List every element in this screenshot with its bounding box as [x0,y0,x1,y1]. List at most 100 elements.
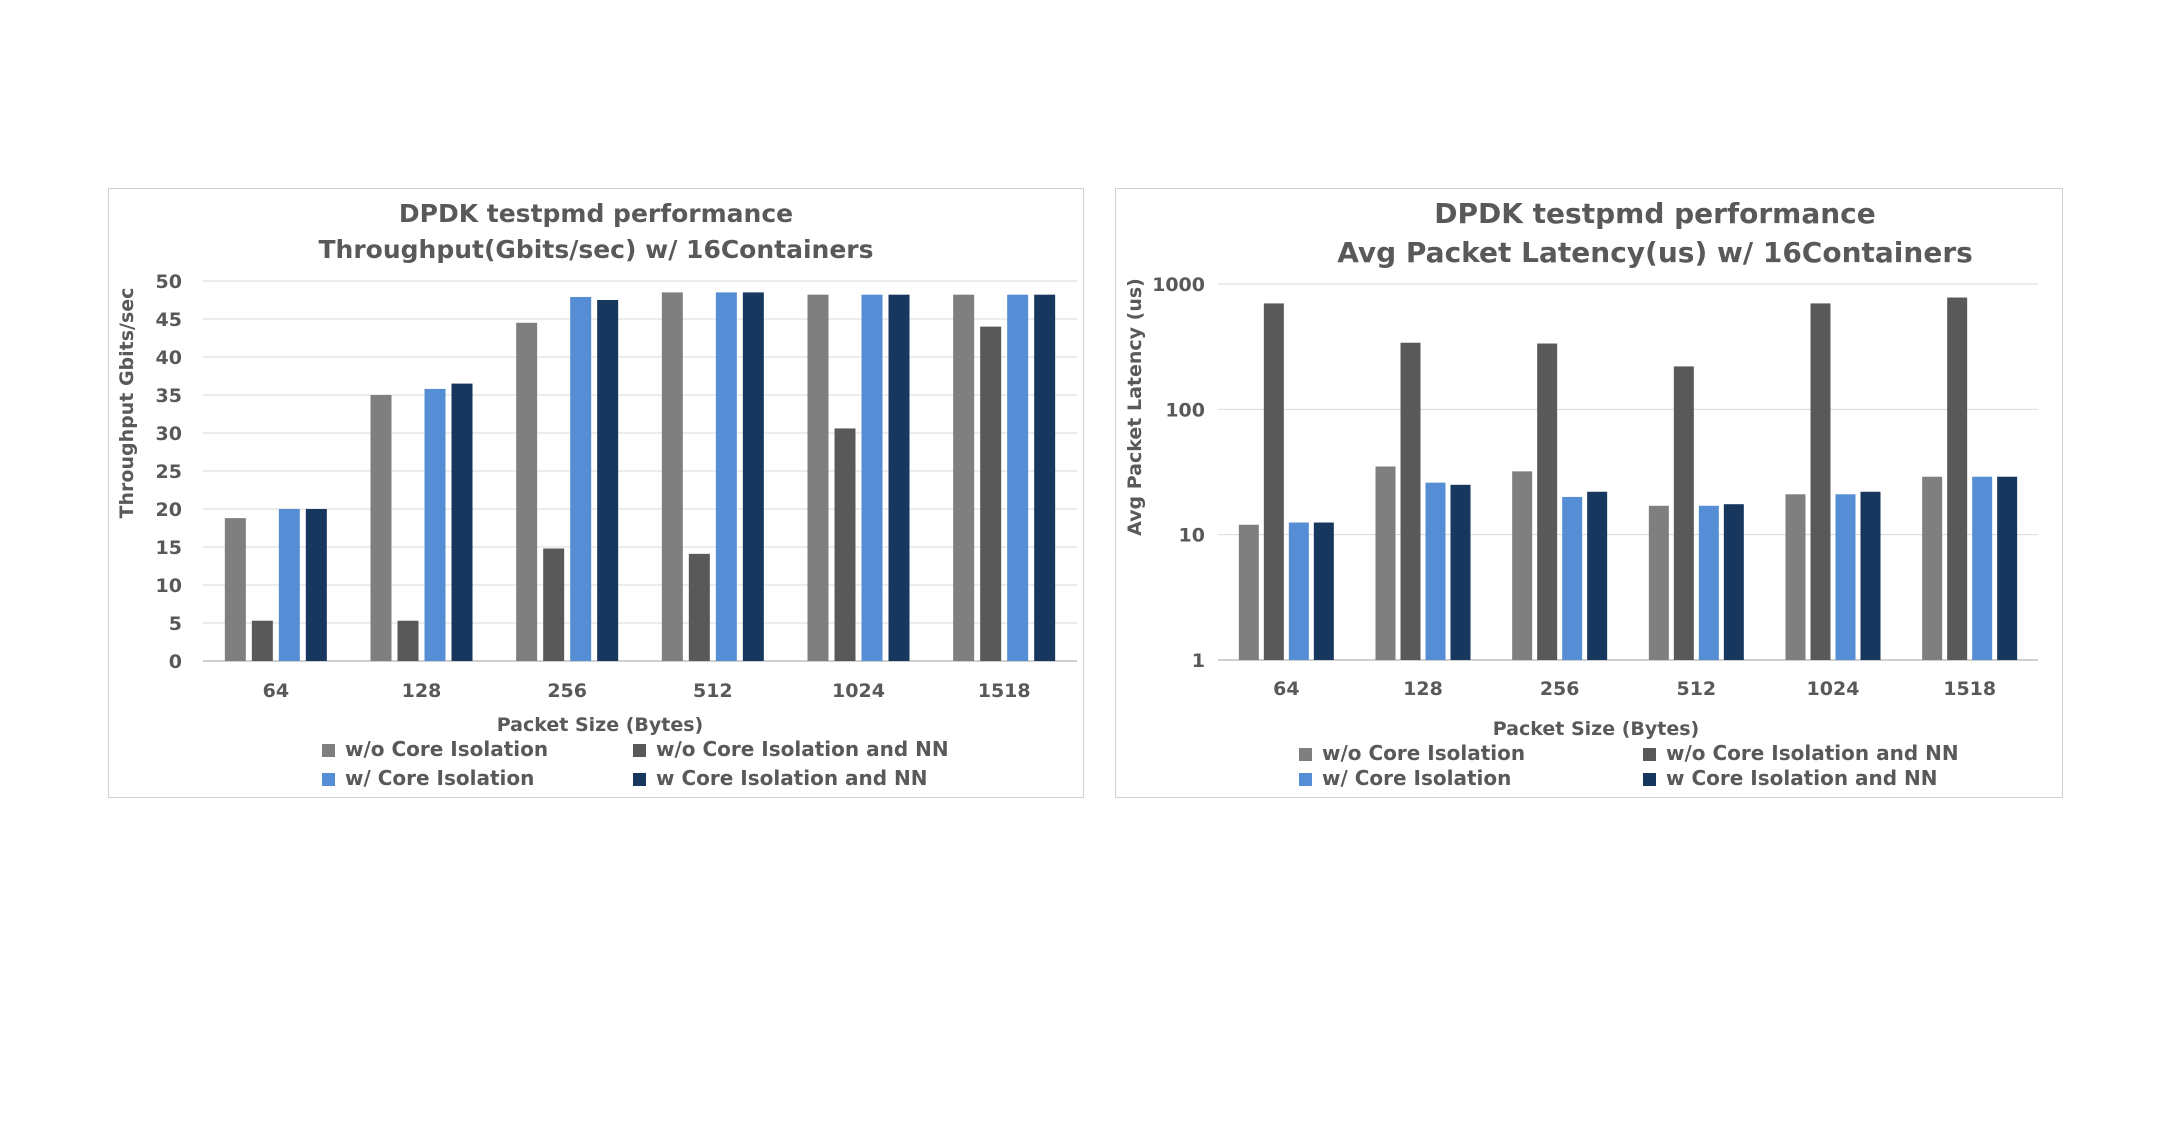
x-tick-label: 512 [693,680,733,702]
x-tick-label: 256 [547,680,587,702]
bar [1810,303,1831,660]
y-tick-label: 5 [169,613,182,635]
bar [370,395,392,661]
y-tick-label: 20 [156,499,182,521]
legend-label: w/ Core Isolation [1322,766,1511,790]
bar [1313,522,1334,660]
bar [278,509,300,661]
bar [1997,476,2018,660]
bar [1673,366,1694,660]
bar [1860,491,1881,660]
y-tick-label: 10 [156,575,182,597]
bar [1562,496,1583,660]
legend-label: w Core Isolation and NN [656,766,928,790]
bar [888,294,910,661]
legend-label: w Core Isolation and NN [1666,766,1938,790]
y-tick-label: 100 [1165,399,1205,421]
y-tick-labels: 0 5 10 15 20 25 30 35 40 45 50 [156,271,182,673]
bar [397,620,419,661]
legend: w/o Core Isolation w/o Core Isolation and… [322,737,949,790]
chart-title: DPDK testpmd performance [399,199,793,228]
bar [451,383,473,661]
bar [742,292,764,661]
bar [1648,505,1669,660]
legend-swatch [1299,773,1312,786]
bar [807,294,829,661]
bar [980,326,1002,661]
bar [1425,482,1446,660]
bar [516,322,538,661]
y-tick-label: 15 [156,537,182,559]
legend-swatch [1643,748,1656,761]
legend-label: w/o Core Isolation and NN [1666,741,1959,765]
bar [1450,484,1471,660]
x-tick-label: 128 [1403,678,1443,700]
x-tick-label: 64 [1273,678,1299,700]
bar [543,548,565,661]
bar [597,300,619,661]
bar [661,292,683,661]
y-axis-title: Avg Packet Latency (us) [1124,278,1146,536]
bar [715,292,737,661]
legend-swatch [633,773,646,786]
bar [1263,303,1284,660]
chart-subtitle: Throughput(Gbits/sec) w/ 16Containers [318,235,873,264]
y-tick-label: 40 [156,347,182,369]
legend-swatch [1299,748,1312,761]
bar [1587,491,1608,660]
x-tick-label: 64 [263,680,289,702]
legend-label: w/o Core Isolation [345,737,548,761]
legend: w/o Core Isolation w/o Core Isolation and… [1299,741,1959,790]
x-axis-title: Packet Size (Bytes) [497,714,703,736]
legend-swatch [322,773,335,786]
x-tick-labels: 64 128 256 512 1024 1518 [263,680,1031,702]
bar [251,620,273,661]
bar [953,294,975,661]
chart-title: DPDK testpmd performance [1434,197,1876,230]
y-tick-label: 25 [156,461,182,483]
x-tick-label: 1024 [832,680,885,702]
y-tick-label: 30 [156,423,182,445]
y-tick-label: 1000 [1152,274,1205,296]
x-tick-label: 512 [1676,678,1716,700]
y-tick-label: 50 [156,271,182,293]
y-tick-label: 0 [169,651,182,673]
bar [1034,294,1056,661]
bar [570,296,592,661]
bar [1698,505,1719,660]
bar [1723,504,1744,660]
bar [224,518,246,661]
bar [1375,466,1396,660]
bar [1238,524,1259,660]
y-tick-label: 10 [1179,525,1205,547]
legend-swatch [322,744,335,757]
latency-chart-svg: DPDK testpmd performance Avg Packet Late… [1124,197,2038,790]
bar [1400,342,1421,660]
bar [1835,494,1856,660]
y-tick-label: 45 [156,309,182,331]
bar [1972,476,1993,660]
x-tick-label: 1518 [1943,678,1996,700]
bar [1512,471,1533,660]
legend-swatch [633,744,646,757]
y-tick-label: 35 [156,385,182,407]
bar [424,388,446,661]
y-tick-label: 1 [1192,650,1205,672]
x-tick-label: 256 [1540,678,1580,700]
bar [1922,476,1943,660]
legend-label: w/o Core Isolation and NN [656,737,949,761]
bars [224,292,1056,661]
bar [688,553,710,661]
y-tick-labels: 1 10 100 1000 [1152,274,1205,672]
x-tick-label: 1024 [1807,678,1860,700]
legend-label: w/o Core Isolation [1322,741,1525,765]
bar [305,509,327,661]
gridlines [1218,283,2038,661]
y-axis-title: Throughput Gbits/sec [116,288,138,519]
bar [1288,522,1309,660]
legend-swatch [1643,773,1656,786]
gridlines [203,280,1077,662]
bar [1537,343,1558,660]
x-tick-label: 1518 [978,680,1031,702]
legend-label: w/ Core Isolation [345,766,534,790]
